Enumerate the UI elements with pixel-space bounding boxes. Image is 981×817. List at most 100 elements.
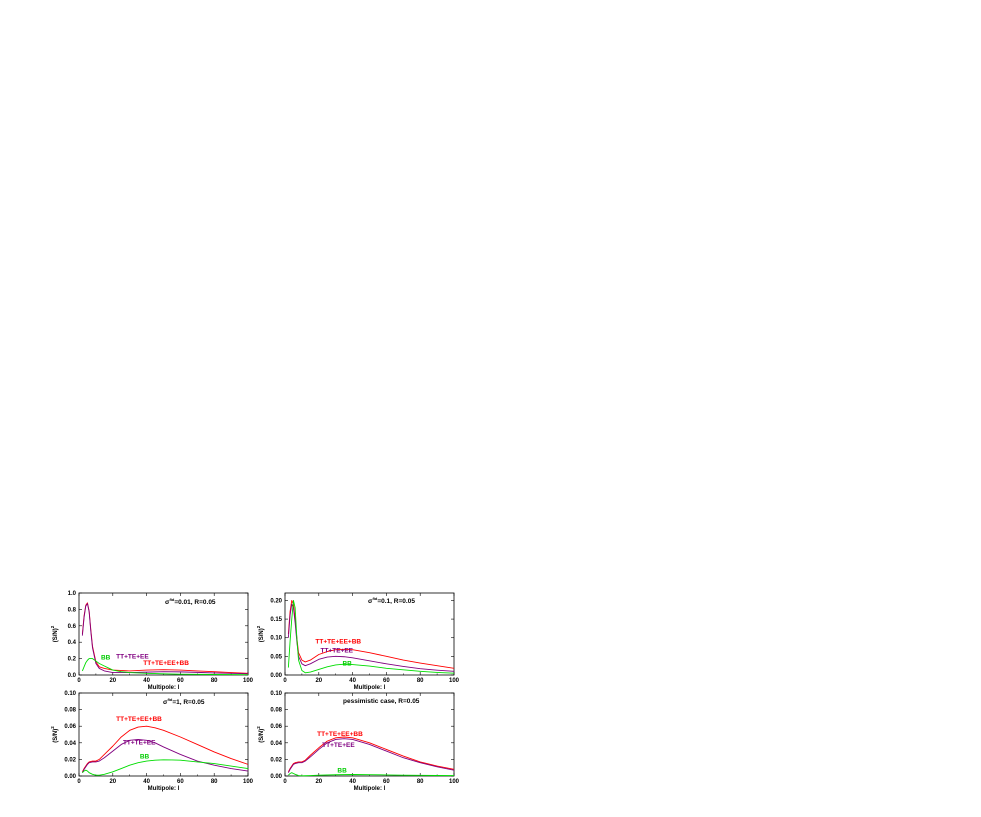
chart-panel-1: 0 20 40 60 80 100 0.0 0.2 0.4 0.6 0.8 1.0 Multipole:… <box>50 591 254 691</box>
series-label: BB <box>337 768 347 775</box>
annotation-symbol: σ <box>163 699 168 706</box>
series-line-bb <box>82 759 249 776</box>
y-tick-label: 0.00 <box>64 774 76 780</box>
x-tick-label: 40 <box>349 779 356 785</box>
y-tick-label: 0.08 <box>270 708 282 714</box>
series-line-tt-te-ee-bb <box>81 725 249 773</box>
series-line-tt-te-ee-bb <box>287 736 455 773</box>
x-tick-label: 100 <box>243 678 254 684</box>
y-tick-label: 0.06 <box>64 724 76 730</box>
x-tick-label: 80 <box>417 779 424 785</box>
annotation-symbol: σ <box>368 598 373 605</box>
annotation-text: =1, R=0.05 <box>172 699 205 706</box>
y-tick-label: 0.00 <box>270 774 282 780</box>
y-axis-title: (S/N)2 <box>256 625 265 642</box>
x-tick-label: 40 <box>349 678 356 684</box>
y-tick-label: 0.6 <box>68 624 77 630</box>
panel-annotation: pessimistic case, R=0.05 <box>343 698 420 705</box>
x-tick-label: 0 <box>283 779 287 785</box>
y-axis-title-sup: 2 <box>50 625 55 628</box>
series-line-bb <box>81 658 249 676</box>
y-axis-title: (S/N)2 <box>50 726 59 743</box>
series-label: TT+TE+EE+BB <box>315 638 361 645</box>
y-axis-title-sup: 2 <box>50 726 55 729</box>
x-tick-label: 20 <box>109 678 116 684</box>
y-tick-label: 0.20 <box>270 598 282 604</box>
y-axis-title-sup: 2 <box>256 726 261 729</box>
y-axis-title: (S/N)2 <box>50 625 59 642</box>
chart-panel-4: 0 20 40 60 80 100 0.00 0.02 0.04 0.06 0.08 0.10 Mult… <box>256 691 460 792</box>
y-axis-title-text: (S/N) <box>259 729 265 743</box>
y-tick-label: 0.10 <box>270 691 282 697</box>
x-tick-label: 60 <box>383 779 390 785</box>
y-tick-label: 0.04 <box>270 741 282 747</box>
x-tick-label: 40 <box>143 678 150 684</box>
panel-annotation: σfid=0.1, R=0.05 <box>368 596 415 605</box>
series-label: TT+TE+EE <box>322 742 355 749</box>
y-axis-title-text: (S/N) <box>53 628 59 642</box>
x-tick-label: 20 <box>109 779 116 785</box>
series-label: BB <box>140 754 150 761</box>
x-tick-label: 20 <box>315 678 322 684</box>
plot-frame <box>284 592 455 676</box>
series-label: TT+TE+EE <box>116 654 149 661</box>
series-label: TT+TE+EE+BB <box>143 660 189 667</box>
series-label: TT+TE+EE <box>320 647 353 654</box>
x-axis-title: Multipole: l <box>354 685 386 691</box>
series-line-tt-te-ee <box>81 739 249 773</box>
y-tick-label: 0.8 <box>68 607 77 613</box>
y-tick-label: 0.4 <box>68 640 77 646</box>
panel-annotation: σfid=0.01, R=0.05 <box>165 597 216 606</box>
y-tick-label: 1.0 <box>68 591 77 597</box>
x-tick-label: 80 <box>417 678 424 684</box>
y-tick-label: 0.02 <box>64 757 76 763</box>
series-label: BB <box>342 661 352 668</box>
series-label: BB <box>101 654 111 661</box>
y-axis-title-sup: 2 <box>256 625 261 628</box>
x-tick-label: 60 <box>383 678 390 684</box>
y-tick-label: 0.02 <box>270 757 282 763</box>
x-tick-label: 80 <box>211 779 218 785</box>
chart-panel-3: 0 20 40 60 80 100 0.00 0.02 0.04 0.06 0.08 0.10 Mult… <box>50 691 254 792</box>
annotation-symbol: σ <box>165 599 170 606</box>
y-tick-label: 0.10 <box>64 691 76 697</box>
y-tick-label: 0.10 <box>270 636 282 642</box>
y-tick-label: 0.0 <box>68 673 77 679</box>
series-label: TT+TE+EE+BB <box>116 716 162 723</box>
x-tick-label: 80 <box>211 678 218 684</box>
y-tick-label: 0.2 <box>68 657 77 663</box>
x-tick-label: 0 <box>77 779 81 785</box>
y-tick-label: 0.06 <box>270 724 282 730</box>
series-line-bb <box>287 600 455 674</box>
y-tick-label: 0.05 <box>270 654 282 660</box>
x-axis-title: Multipole: l <box>148 786 180 792</box>
y-axis-title-text: (S/N) <box>259 628 265 642</box>
x-tick-label: 100 <box>449 678 460 684</box>
x-tick-label: 60 <box>177 779 184 785</box>
series-line-tt-te-ee-bb <box>287 600 455 669</box>
annotation-superscript: fid <box>167 697 172 702</box>
x-tick-label: 100 <box>449 779 460 785</box>
x-tick-label: 0 <box>77 678 81 684</box>
x-tick-label: 20 <box>315 779 322 785</box>
y-tick-label: 0.00 <box>270 673 282 679</box>
annotation-superscript: fid <box>372 596 377 601</box>
series-line-tt-te-ee <box>287 738 455 773</box>
x-tick-label: 40 <box>143 779 150 785</box>
x-tick-label: 0 <box>283 678 287 684</box>
x-tick-label: 100 <box>243 779 254 785</box>
series-line-tt-te-ee-bb <box>81 602 249 674</box>
y-axis-title: (S/N)2 <box>256 726 265 743</box>
x-axis-title: Multipole: l <box>148 685 180 691</box>
annotation-superscript: fid <box>169 597 174 602</box>
y-tick-label: 0.15 <box>270 617 282 623</box>
series-label: TT+TE+EE+BB <box>317 731 363 738</box>
y-tick-label: 0.04 <box>64 741 76 747</box>
series-line-tt-te-ee <box>287 603 455 672</box>
series-line-bb <box>288 772 455 777</box>
x-axis-title: Multipole: l <box>354 786 386 792</box>
chart-panel-2: 0 20 40 60 80 100 0.00 0.05 0.10 0.15 0.20 Multipol… <box>256 592 460 691</box>
annotation-text: =0.1, R=0.05 <box>377 598 415 605</box>
panel-annotation: σfid=1, R=0.05 <box>163 697 205 706</box>
